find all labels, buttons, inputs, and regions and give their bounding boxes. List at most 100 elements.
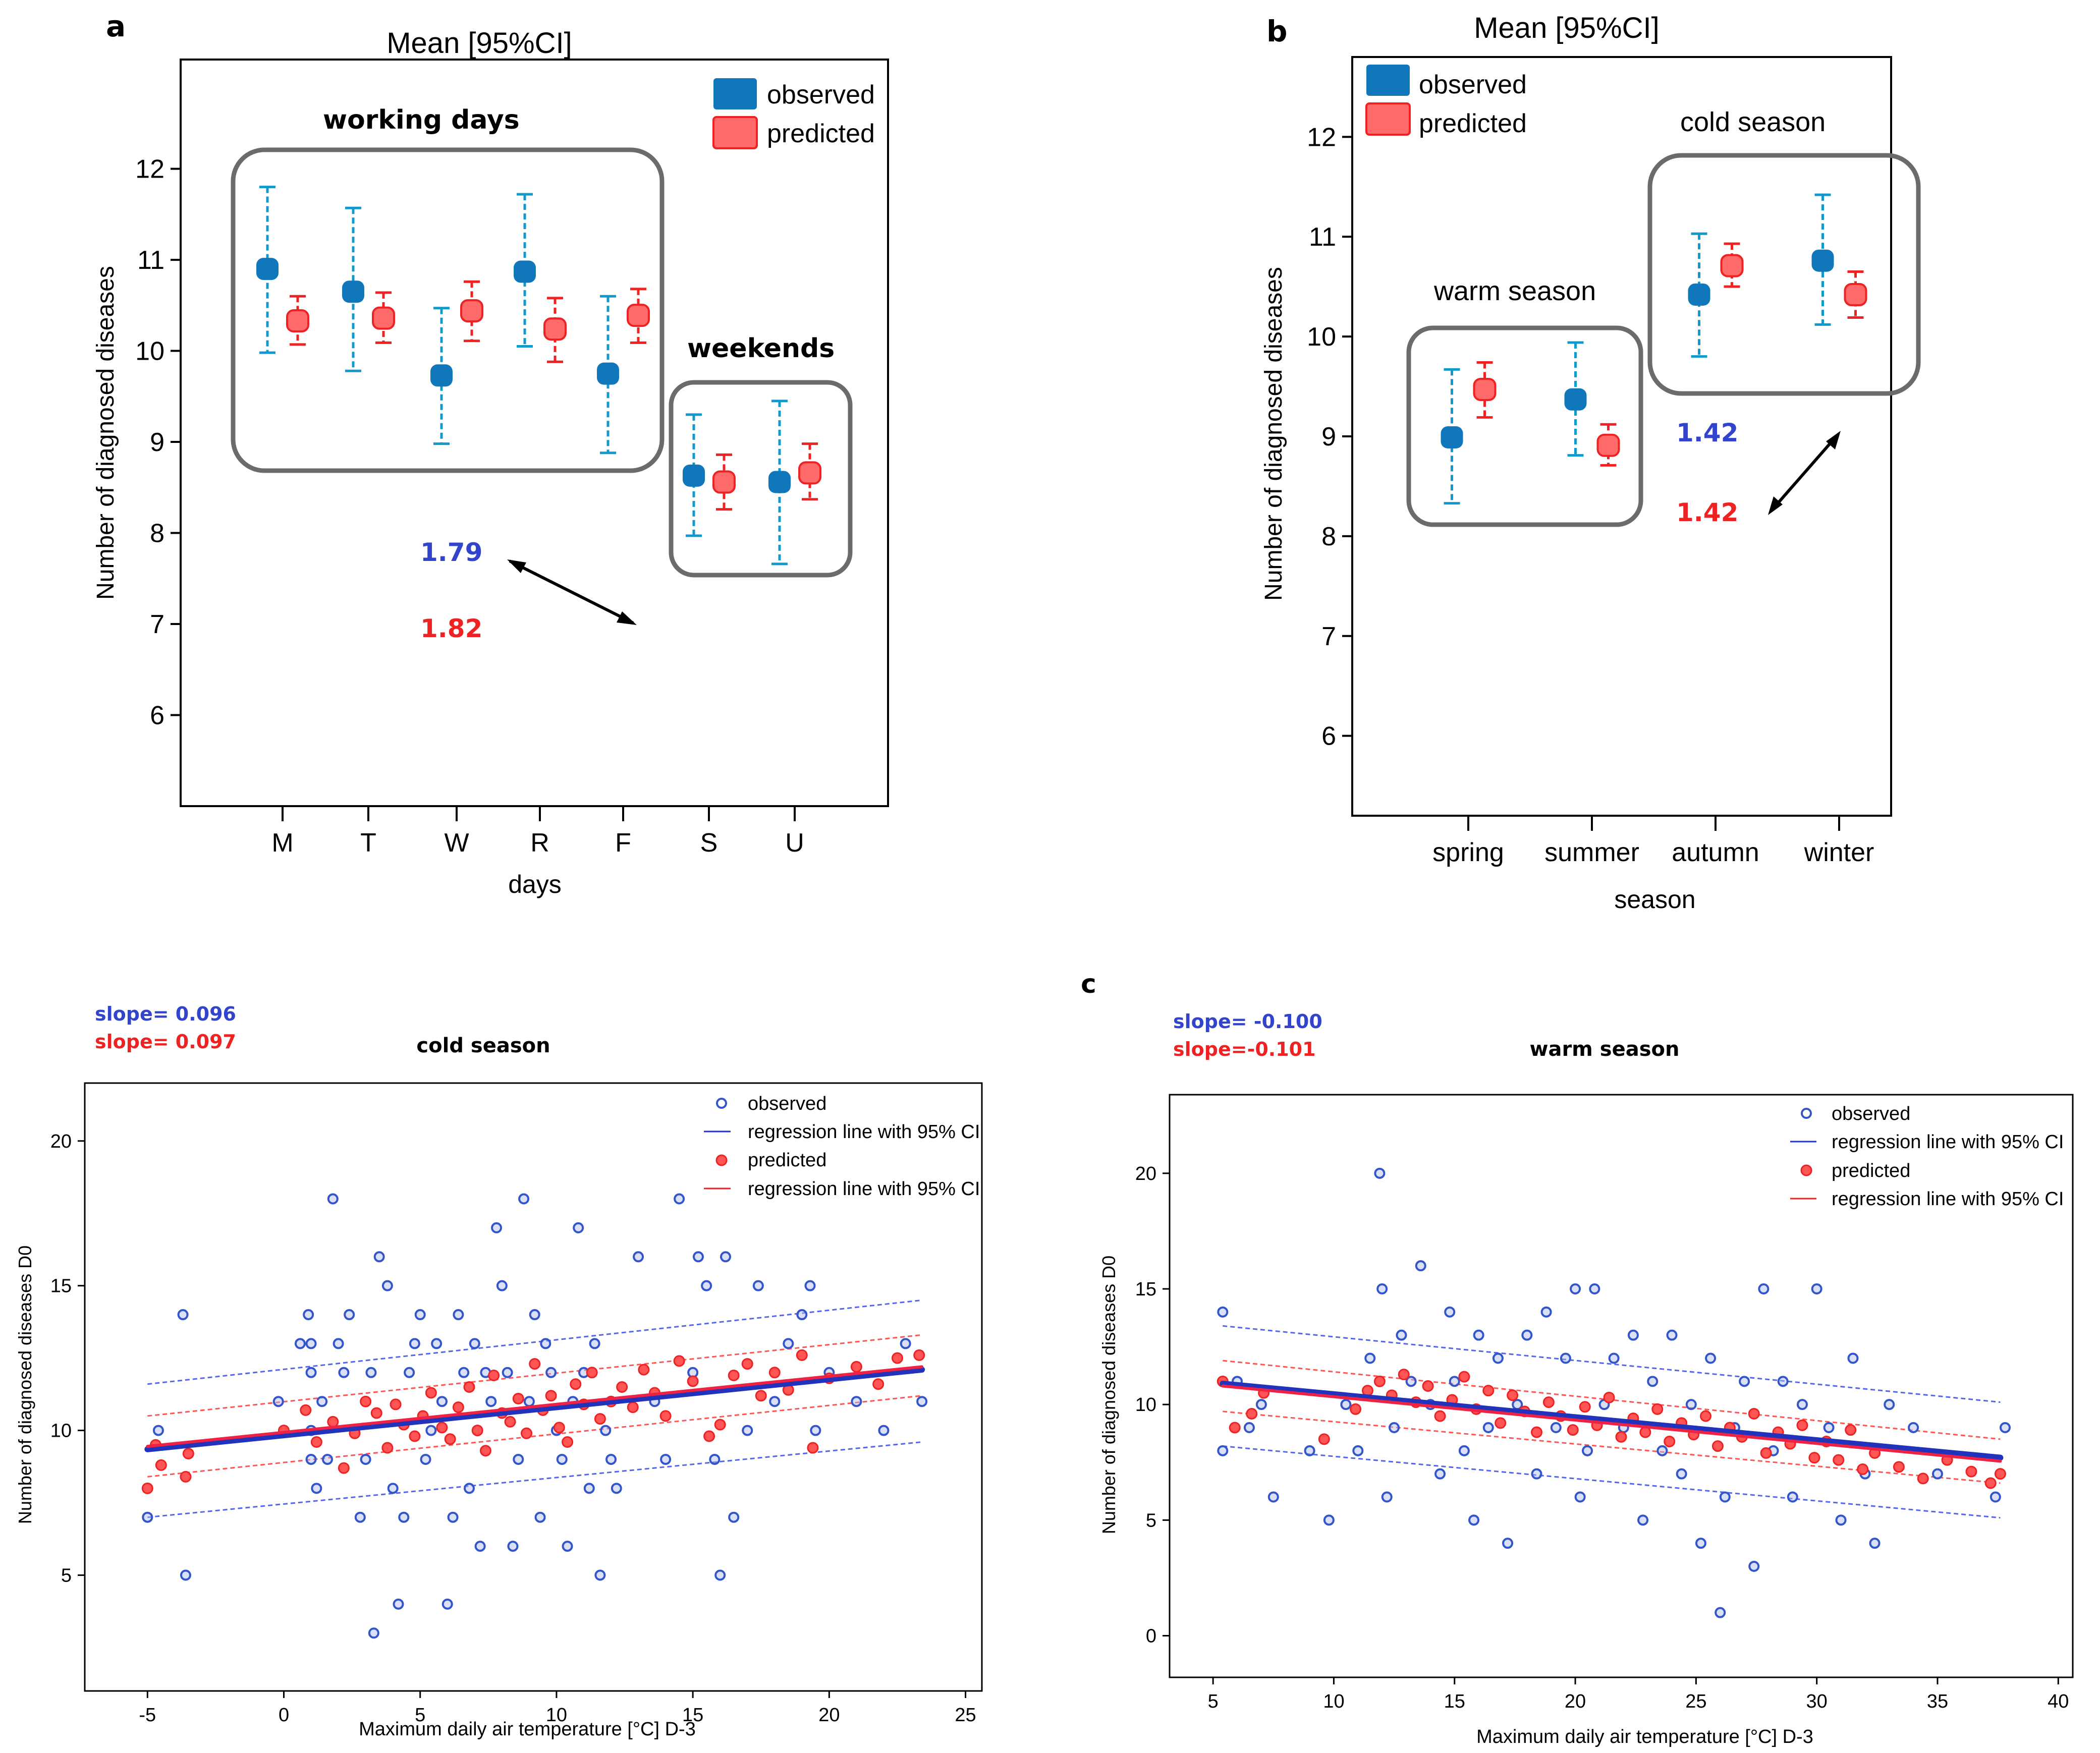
observed-point	[305, 1367, 317, 1378]
observed-point	[1637, 1514, 1649, 1526]
predicted-mean-marker	[286, 309, 309, 332]
group-label-weekends: weekends	[687, 333, 835, 364]
observed-ci-upper-line	[147, 1299, 922, 1385]
observed-point	[916, 1396, 928, 1407]
y-tick-label: 8	[1321, 522, 1336, 551]
observed-point	[540, 1338, 551, 1349]
predicted-point	[1833, 1454, 1845, 1466]
arrow-head-start	[507, 559, 526, 573]
observed-point	[1444, 1306, 1456, 1318]
legend-swatch-observed	[1366, 65, 1410, 96]
observed-point	[1777, 1376, 1789, 1387]
x-tick-label: 0	[279, 1705, 289, 1726]
predicted-difference: 1.42	[1676, 498, 1738, 527]
predicted-point	[807, 1442, 819, 1454]
predicted-point	[1567, 1424, 1579, 1436]
panel-label-c: c	[1081, 969, 1096, 999]
legend-label-observed: observed	[767, 80, 875, 109]
regression-lines	[147, 1299, 922, 1518]
observed-point	[496, 1280, 508, 1291]
predicted-point	[463, 1381, 475, 1393]
predicted-point	[155, 1459, 167, 1471]
observed-point	[360, 1453, 371, 1465]
observed-point	[1990, 1491, 2001, 1503]
observed-ci-lower-line	[147, 1441, 922, 1518]
predicted-point	[545, 1390, 557, 1402]
predicted-point	[594, 1413, 606, 1425]
plot-frame	[1169, 1094, 2074, 1678]
observed-point	[1685, 1399, 1697, 1410]
predicted-point	[714, 1419, 726, 1431]
observed-point	[294, 1338, 306, 1349]
predicted-mean-marker	[372, 306, 395, 330]
legend-marker-observed	[716, 1098, 727, 1109]
predicted-point	[409, 1430, 421, 1442]
legend-label-predicted-line: regression line with 95% CI	[748, 1178, 980, 1200]
predicted-point	[728, 1370, 740, 1382]
panel-b-season-chart: Mean [95%CI] 6 7 8 9 10 11 12 spring summer autu…	[1260, 12, 1921, 914]
observed-point	[1608, 1352, 1620, 1364]
observed-mean-marker	[597, 362, 619, 385]
observed-point	[485, 1396, 497, 1407]
observed-point	[1666, 1329, 1678, 1341]
predicted-point	[1845, 1424, 1857, 1436]
y-tick-label: 7	[1321, 622, 1336, 651]
observed-point	[1705, 1352, 1717, 1364]
observed-point	[1304, 1445, 1315, 1456]
observed-point	[474, 1541, 486, 1552]
observed-point	[692, 1251, 704, 1263]
x-tick-label: 10	[1323, 1691, 1344, 1712]
observed-point	[316, 1396, 328, 1407]
predicted-point	[1984, 1477, 1997, 1489]
predicted-point	[616, 1381, 628, 1393]
observed-point	[1243, 1422, 1255, 1433]
predicted-point	[1434, 1410, 1446, 1422]
observed-point	[573, 1222, 584, 1233]
observed-point	[1695, 1538, 1706, 1549]
scatter-points	[1217, 1167, 2011, 1618]
predicted-point	[687, 1375, 699, 1387]
x-tick-label: 35	[1927, 1691, 1948, 1712]
observed-point	[1627, 1329, 1639, 1341]
observed-point	[600, 1425, 612, 1436]
observed-point	[1811, 1283, 1822, 1294]
observed-point	[1931, 1468, 1943, 1480]
y-tick-label: 9	[150, 428, 164, 457]
observed-point	[1758, 1283, 1770, 1294]
observed-mean-marker	[1564, 388, 1587, 411]
observed-point	[305, 1338, 317, 1349]
y-axis: 6 7 8 9 10 11 12	[1307, 123, 1352, 751]
observed-point	[752, 1280, 764, 1291]
observed-point	[311, 1483, 322, 1494]
x-tick-label: 30	[1806, 1691, 1828, 1712]
predicted-point	[1318, 1433, 1330, 1445]
observed-point	[1458, 1445, 1470, 1456]
predicted-point	[338, 1462, 350, 1474]
observed-point	[900, 1338, 911, 1349]
y-tick-label: 5	[61, 1565, 72, 1586]
x-axis: 5 10 15 20 25 30 35 40	[1208, 1677, 2069, 1712]
x-tick-label: 10	[546, 1705, 567, 1726]
observed-point	[742, 1425, 753, 1436]
observed-point	[1217, 1445, 1229, 1456]
observed-regression-line	[144, 1367, 925, 1452]
x-axis-label: Maximum daily air temperature [°C] D-3	[359, 1719, 696, 1740]
x-tick-label: winter	[1804, 838, 1874, 867]
observed-point	[589, 1338, 600, 1349]
observed-point	[453, 1309, 464, 1321]
observed-point	[1835, 1514, 1847, 1526]
observed-point	[1796, 1399, 1808, 1410]
predicted-mean-marker	[1473, 377, 1497, 401]
predicted-point	[381, 1442, 394, 1454]
observed-point	[404, 1367, 415, 1378]
observed-point	[1255, 1399, 1267, 1410]
predicted-point	[180, 1471, 192, 1483]
comparison-arrow	[509, 559, 634, 625]
predicted-point	[872, 1378, 885, 1390]
observed-point	[1434, 1468, 1446, 1480]
predicted-point	[562, 1436, 574, 1448]
observed-point	[556, 1453, 568, 1465]
chart-title: Mean [95%CI]	[1474, 12, 1660, 44]
predicted-point	[1615, 1431, 1627, 1443]
